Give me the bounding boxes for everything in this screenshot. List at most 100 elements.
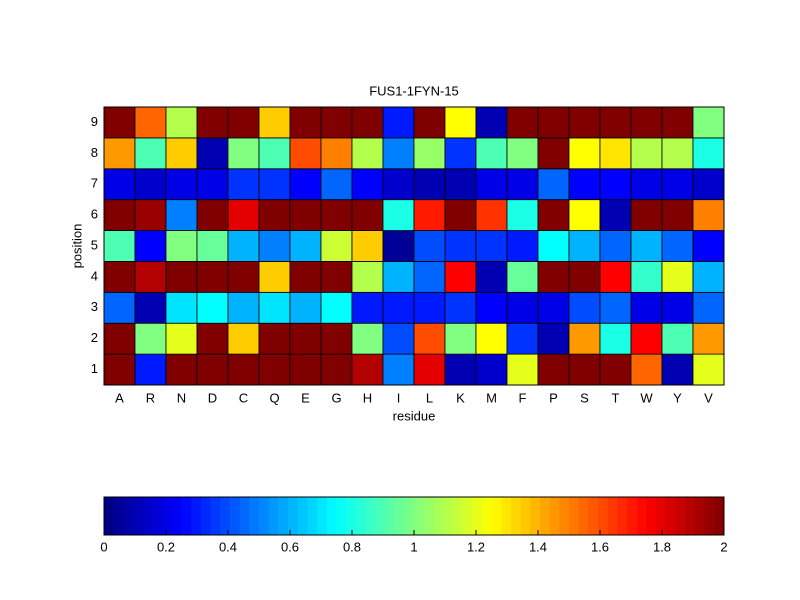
heatmap-cell <box>320 230 353 262</box>
colorbar-tick-label: 1 <box>410 539 417 554</box>
heatmap-cell <box>258 106 291 139</box>
heatmap-cell <box>289 199 322 231</box>
y-tick-label: 3 <box>91 299 98 314</box>
heatmap-cell <box>506 261 539 293</box>
y-axis-label: position <box>69 224 84 269</box>
y-tick-label: 5 <box>91 237 98 252</box>
heatmap-cell <box>413 353 446 386</box>
x-tick-label: S <box>580 390 589 405</box>
colorbar-step <box>491 497 502 535</box>
heatmap-cell <box>351 106 384 139</box>
heatmap-cell <box>444 168 477 201</box>
heatmap-cell <box>227 199 260 231</box>
x-tick-label: Y <box>673 390 682 405</box>
heatmap-cell <box>103 137 136 170</box>
colorbar-step <box>520 497 531 535</box>
y-tick-label: 9 <box>91 114 98 129</box>
x-tick-label: R <box>146 390 155 405</box>
heatmap-cell <box>568 168 601 201</box>
colorbar-tick-label: 0.6 <box>281 539 299 554</box>
colorbar-step <box>220 497 231 535</box>
x-tick-label: N <box>177 390 186 405</box>
heatmap-cell <box>103 199 136 231</box>
heatmap-cell <box>413 137 446 170</box>
heatmap-cell <box>630 199 663 231</box>
heatmap-cell <box>289 230 322 262</box>
heatmap-cell <box>475 261 508 293</box>
heatmap-cell <box>537 261 570 293</box>
heatmap-cell <box>134 291 167 324</box>
colorbar-tick-label: 1.4 <box>529 539 547 554</box>
heatmap-cell <box>382 230 415 262</box>
heatmap-cell <box>289 137 322 170</box>
x-tick-label: H <box>363 390 372 405</box>
heatmap-cell <box>692 230 725 262</box>
heatmap-cell <box>196 168 229 201</box>
heatmap-cell <box>661 168 694 201</box>
x-tick-label: D <box>208 390 217 405</box>
heatmap-cell <box>475 291 508 324</box>
y-tick-label: 4 <box>91 268 98 283</box>
heatmap-cell <box>165 137 198 170</box>
heatmap-cell <box>258 291 291 324</box>
colorbar-tick-label: 1.6 <box>591 539 609 554</box>
heatmap-cell <box>351 261 384 293</box>
colorbar-step <box>162 497 173 535</box>
colorbar-step <box>404 497 415 535</box>
heatmap-cell <box>444 353 477 386</box>
heatmap-cell <box>382 168 415 201</box>
heatmap-cell <box>599 291 632 324</box>
plot-frame <box>103 106 725 386</box>
colorbar-step <box>268 497 279 535</box>
heatmap-cell <box>444 137 477 170</box>
colorbar-step <box>365 497 376 535</box>
heatmap-cell <box>103 230 136 262</box>
colorbar-step <box>249 497 260 535</box>
colorbar-step <box>414 497 425 535</box>
heatmap-cell <box>630 137 663 170</box>
colorbar-step <box>229 497 241 535</box>
heatmap-cell <box>413 261 446 293</box>
x-axis-label: residue <box>393 408 436 423</box>
heatmap-cell <box>599 353 632 386</box>
heatmap-cell <box>382 199 415 231</box>
y-tick-label: 7 <box>91 176 98 191</box>
colorbar-step <box>239 497 250 535</box>
colorbar-step <box>200 497 212 535</box>
heatmap-cell <box>475 199 508 231</box>
heatmap-cell <box>320 168 353 201</box>
heatmap-cell <box>568 199 601 231</box>
y-tick-label: 6 <box>91 207 98 222</box>
colorbar-step <box>307 497 318 535</box>
heatmap-cell <box>506 137 539 170</box>
heatmap-cell <box>227 230 260 262</box>
heatmap-cell <box>568 137 601 170</box>
colorbar-step <box>636 497 647 535</box>
heatmap-cell <box>444 322 477 355</box>
colorbar-step <box>297 497 308 535</box>
heatmap-cell <box>692 168 725 201</box>
colorbar-step <box>317 497 328 535</box>
colorbar-step <box>171 497 182 535</box>
heatmap-cell <box>506 322 539 355</box>
heatmap-cell <box>599 106 632 139</box>
colorbar-tick-label: 0.8 <box>343 539 361 554</box>
colorbar-step <box>142 497 153 535</box>
heatmap-cell <box>630 353 663 386</box>
heatmap-cell <box>103 168 136 201</box>
heatmap-cell <box>475 353 508 386</box>
colorbar-tick-label: 2 <box>720 539 727 554</box>
heatmap-cell <box>103 353 136 386</box>
colorbar-step <box>675 497 686 535</box>
heatmap-cell <box>413 322 446 355</box>
heatmap-cell <box>165 168 198 201</box>
heatmap-cell <box>568 291 601 324</box>
heatmap-cell <box>692 322 725 355</box>
heatmap-cell <box>692 261 725 293</box>
heatmap-cell <box>413 106 446 139</box>
heatmap-cell <box>661 261 694 293</box>
heatmap-cell <box>413 230 446 262</box>
colorbar-step <box>191 497 202 535</box>
heatmap-cell <box>258 230 291 262</box>
colorbar-step <box>355 497 367 535</box>
